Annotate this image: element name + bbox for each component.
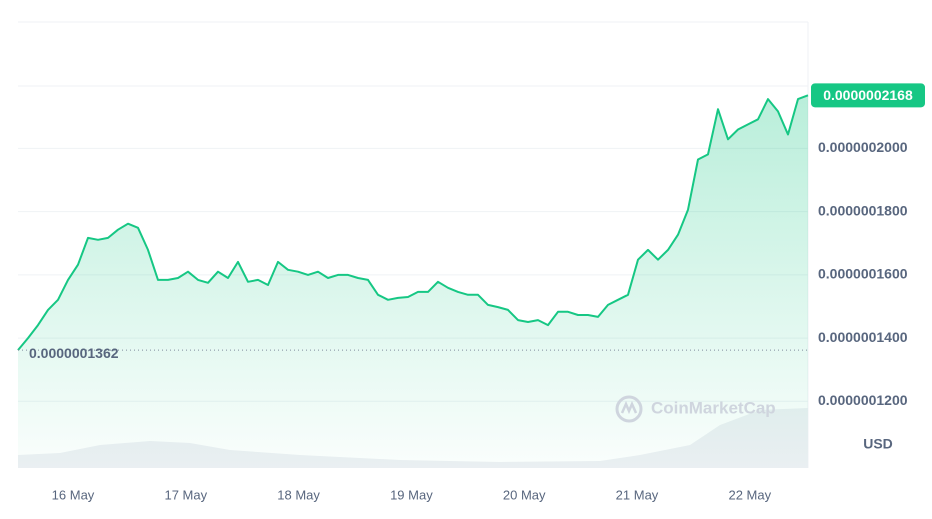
y-tick-label: 0.0000002000 xyxy=(818,139,908,155)
y-tick-label: 0.0000001600 xyxy=(818,266,908,282)
watermark-logo xyxy=(615,395,643,423)
x-tick-label: 21 May xyxy=(616,487,659,502)
price-line xyxy=(17,94,809,351)
x-tick-label: 17 May xyxy=(164,487,207,502)
y-tick-label: 0.0000001200 xyxy=(818,392,908,408)
reference-label: 0.0000001362 xyxy=(29,345,119,361)
x-tick-label: 22 May xyxy=(728,487,771,502)
watermark-logo-mark xyxy=(620,400,638,415)
x-tick-label: 19 May xyxy=(390,487,433,502)
x-tick-label: 20 May xyxy=(503,487,546,502)
y-tick-label: 0.0000001800 xyxy=(818,202,908,218)
x-tick-label: 16 May xyxy=(52,487,95,502)
price-area xyxy=(18,95,808,469)
x-tick-label: 18 May xyxy=(277,487,320,502)
watermark-text: CoinMarketCap xyxy=(651,398,776,417)
price-badge xyxy=(811,83,925,108)
currency-label: USD xyxy=(863,436,893,452)
watermark: CoinMarketCap xyxy=(615,395,776,423)
y-tick-label: 0.0000001400 xyxy=(818,329,908,345)
price-badge-label: 0.0000002168 xyxy=(823,87,913,103)
